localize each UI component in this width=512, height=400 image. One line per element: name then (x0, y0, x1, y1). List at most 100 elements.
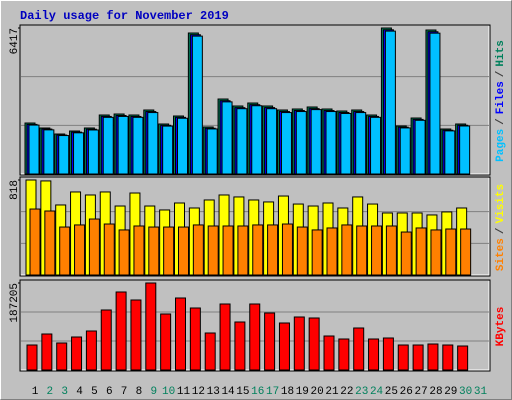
bar (44, 210, 56, 276)
bar (400, 231, 412, 276)
bar (311, 229, 323, 276)
bar (147, 112, 159, 175)
x-tick-label: 23 (355, 386, 368, 398)
bar (28, 124, 40, 175)
bar (412, 344, 424, 371)
bar (310, 109, 322, 175)
x-tick-label: 25 (385, 386, 398, 398)
bar (459, 125, 471, 175)
bar (385, 225, 397, 276)
legend-separator: / (495, 227, 507, 234)
x-tick-label: 3 (61, 386, 68, 398)
legend-entry: KBytes (495, 307, 507, 347)
bar (427, 343, 439, 371)
bar (397, 344, 409, 371)
y-tick-label: 818 (9, 180, 21, 200)
bar (103, 223, 115, 276)
bar (29, 208, 41, 276)
bar (266, 108, 278, 175)
x-tick-label: 30 (459, 386, 472, 398)
bar (236, 108, 248, 175)
x-tick-label: 9 (150, 386, 157, 398)
bar (429, 32, 441, 175)
x-tick-label: 26 (400, 386, 413, 398)
bar (326, 227, 338, 276)
bar (399, 127, 411, 175)
bar (115, 291, 127, 371)
x-tick-label: 18 (281, 386, 294, 398)
bar (234, 321, 246, 371)
bar (102, 116, 114, 175)
legend-entry: Visits (495, 184, 507, 224)
bar (191, 35, 203, 175)
legend-entry: Sites (495, 238, 507, 271)
bar (26, 344, 38, 371)
bar (267, 224, 279, 276)
bar (237, 225, 249, 276)
bar (308, 317, 320, 371)
x-tick-label: 1 (32, 386, 39, 398)
x-tick-label: 28 (429, 386, 442, 398)
x-tick-label: 17 (266, 386, 279, 398)
bar (414, 119, 426, 175)
x-tick-label: 4 (76, 386, 83, 398)
y-tick-label: 187205 (9, 283, 21, 323)
x-tick-label: 10 (162, 386, 175, 398)
x-tick-label: 2 (47, 386, 54, 398)
bar (430, 229, 442, 276)
x-tick-label: 19 (296, 386, 309, 398)
bar (264, 312, 276, 371)
bar (145, 282, 157, 371)
bar (444, 130, 456, 175)
bar (415, 227, 427, 276)
bar (177, 117, 188, 175)
chart-title: Daily usage for November 2019 (20, 9, 229, 23)
bar (117, 115, 129, 175)
bar (219, 303, 231, 371)
x-tick-label: 6 (106, 386, 113, 398)
x-tick-label: 20 (311, 386, 324, 398)
bar (445, 228, 457, 276)
bar (370, 116, 382, 175)
x-tick-label: 16 (251, 386, 264, 398)
bar (58, 135, 70, 175)
x-tick-label: 15 (236, 386, 249, 398)
bar (293, 316, 305, 371)
bar (71, 336, 83, 371)
bar (249, 303, 261, 371)
legend: Sites / Visits (495, 184, 507, 271)
bar (323, 335, 335, 371)
bar (85, 330, 97, 371)
bar (204, 332, 216, 371)
legend-entry: Hits (495, 40, 507, 66)
bar (73, 132, 85, 175)
bar (87, 129, 99, 175)
bar (252, 224, 264, 276)
bar (221, 101, 233, 175)
bar (281, 223, 293, 276)
bar (384, 30, 396, 175)
x-tick-label: 24 (370, 386, 384, 398)
bar (460, 228, 472, 276)
x-tick-label: 5 (91, 386, 98, 398)
bar (41, 333, 53, 371)
bar (325, 111, 337, 175)
bar (133, 225, 145, 276)
legend-separator: / (495, 118, 507, 125)
bar (132, 116, 144, 175)
x-tick-label: 27 (414, 386, 427, 398)
x-tick-label: 29 (444, 386, 457, 398)
bar (148, 226, 160, 276)
bar (207, 225, 219, 276)
x-tick-label: 21 (325, 386, 339, 398)
bar (353, 327, 365, 371)
bar (368, 338, 380, 371)
bar (175, 297, 186, 371)
bar (356, 225, 368, 276)
bar (338, 338, 350, 371)
x-tick-label: 31 (474, 386, 488, 398)
bar (278, 322, 290, 371)
bar (43, 129, 55, 175)
bar (118, 229, 130, 276)
